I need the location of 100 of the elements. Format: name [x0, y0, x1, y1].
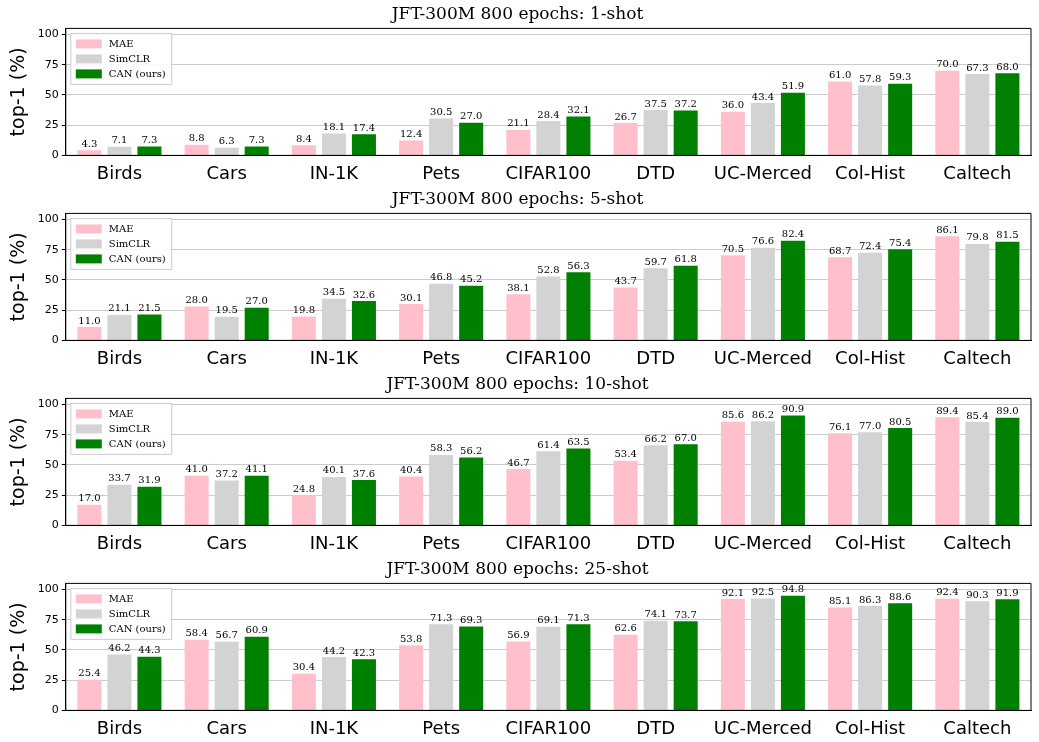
data-label: 37.6 [352, 467, 376, 479]
bar [137, 314, 162, 340]
data-label: 59.3 [889, 71, 912, 83]
bar [995, 417, 1020, 525]
bar [184, 639, 209, 710]
data-label: 19.8 [292, 304, 316, 316]
bar [399, 476, 424, 525]
y-tick-label: 25 [44, 673, 59, 687]
data-label: 71.3 [430, 611, 453, 623]
data-label: 38.1 [507, 281, 530, 293]
bar [459, 457, 484, 525]
x-tick-label: Pets [422, 161, 461, 183]
data-label: 6.3 [218, 135, 235, 147]
bar [673, 444, 698, 525]
x-tick-label: Caltech [943, 716, 1012, 738]
bar [935, 417, 960, 525]
y-tick-label: 75 [44, 57, 59, 71]
bar [673, 110, 698, 155]
data-label: 70.5 [721, 242, 744, 254]
data-label: 57.8 [859, 73, 882, 85]
data-label: 7.3 [141, 134, 158, 146]
bar [184, 475, 209, 525]
bar [720, 599, 745, 710]
bar [214, 147, 239, 155]
y-tick-label: 25 [44, 488, 59, 502]
data-label: 53.4 [614, 448, 637, 460]
data-label: 28.0 [185, 294, 208, 306]
data-label: 61.8 [674, 253, 697, 265]
data-label: 17.4 [352, 121, 376, 133]
x-tick-label: IN-1K [309, 161, 360, 183]
data-label: 67.3 [966, 61, 989, 73]
legend-label: SimCLR [108, 237, 151, 249]
data-label: 19.5 [215, 304, 238, 316]
y-axis-title: top-1 (%) [6, 47, 29, 137]
bar [506, 294, 531, 340]
y-tick-label: 100 [37, 582, 59, 596]
bar [888, 249, 913, 340]
data-label: 21.1 [507, 117, 530, 129]
x-tick-label: UC-Merced [713, 161, 813, 183]
legend-label: MAE [108, 222, 134, 234]
data-label: 41.1 [245, 463, 268, 475]
bar [399, 303, 424, 340]
bar [888, 603, 913, 710]
x-tick-label: IN-1K [309, 346, 360, 368]
data-label: 53.8 [399, 632, 423, 644]
bar [137, 486, 162, 525]
x-tick-label: CIFAR100 [505, 716, 592, 738]
bar [613, 123, 638, 155]
data-label: 31.9 [138, 474, 161, 486]
bar [720, 421, 745, 525]
bar [77, 327, 102, 340]
y-tick-label: 50 [44, 457, 59, 471]
data-label: 37.2 [674, 98, 697, 109]
bar [506, 468, 531, 525]
bar [935, 598, 960, 710]
y-tick-label: 75 [44, 612, 59, 626]
x-tick-label: Col-Hist [835, 531, 906, 553]
bar [828, 433, 853, 525]
data-label: 92.4 [936, 586, 959, 598]
bar [935, 70, 960, 155]
bar [291, 145, 316, 155]
y-tick-label: 100 [37, 212, 59, 226]
bar [935, 236, 960, 340]
data-label: 91.9 [996, 586, 1019, 598]
data-label: 18.1 [322, 121, 346, 133]
data-label: 92.1 [721, 586, 744, 598]
data-label: 40.1 [322, 464, 346, 476]
y-tick-label: 75 [44, 427, 59, 441]
bar [184, 144, 209, 155]
data-label: 34.5 [322, 286, 346, 298]
bar [566, 116, 591, 155]
data-label: 36.0 [721, 99, 744, 111]
data-label: 62.6 [614, 622, 637, 634]
bar [828, 257, 853, 340]
bar [720, 111, 745, 155]
data-label: 44.2 [322, 644, 346, 656]
chart-title: JFT-300M 800 epochs: 10-shot [384, 372, 649, 393]
data-label: 67.0 [674, 431, 697, 443]
chart-title: JFT-300M 800 epochs: 25-shot [384, 557, 649, 578]
legend-label: SimCLR [108, 52, 151, 64]
data-label: 45.2 [460, 273, 483, 285]
y-tick-label: 100 [37, 397, 59, 411]
data-label: 60.9 [245, 624, 268, 636]
data-label: 69.1 [537, 614, 560, 626]
bar [244, 475, 269, 525]
x-tick-label: Caltech [943, 346, 1012, 368]
data-label: 37.2 [215, 468, 238, 479]
bar [137, 656, 162, 710]
bar [566, 448, 591, 525]
data-label: 37.5 [644, 97, 667, 109]
data-label: 86.1 [936, 223, 959, 235]
y-axis-title: top-1 (%) [6, 602, 29, 692]
data-label: 46.2 [108, 642, 131, 654]
data-label: 17.0 [78, 492, 101, 504]
data-label: 21.5 [138, 301, 161, 313]
bar [673, 621, 698, 710]
data-label: 74.1 [644, 608, 667, 620]
data-label: 56.2 [460, 445, 483, 457]
bar [995, 73, 1020, 155]
data-label: 89.4 [936, 404, 959, 416]
